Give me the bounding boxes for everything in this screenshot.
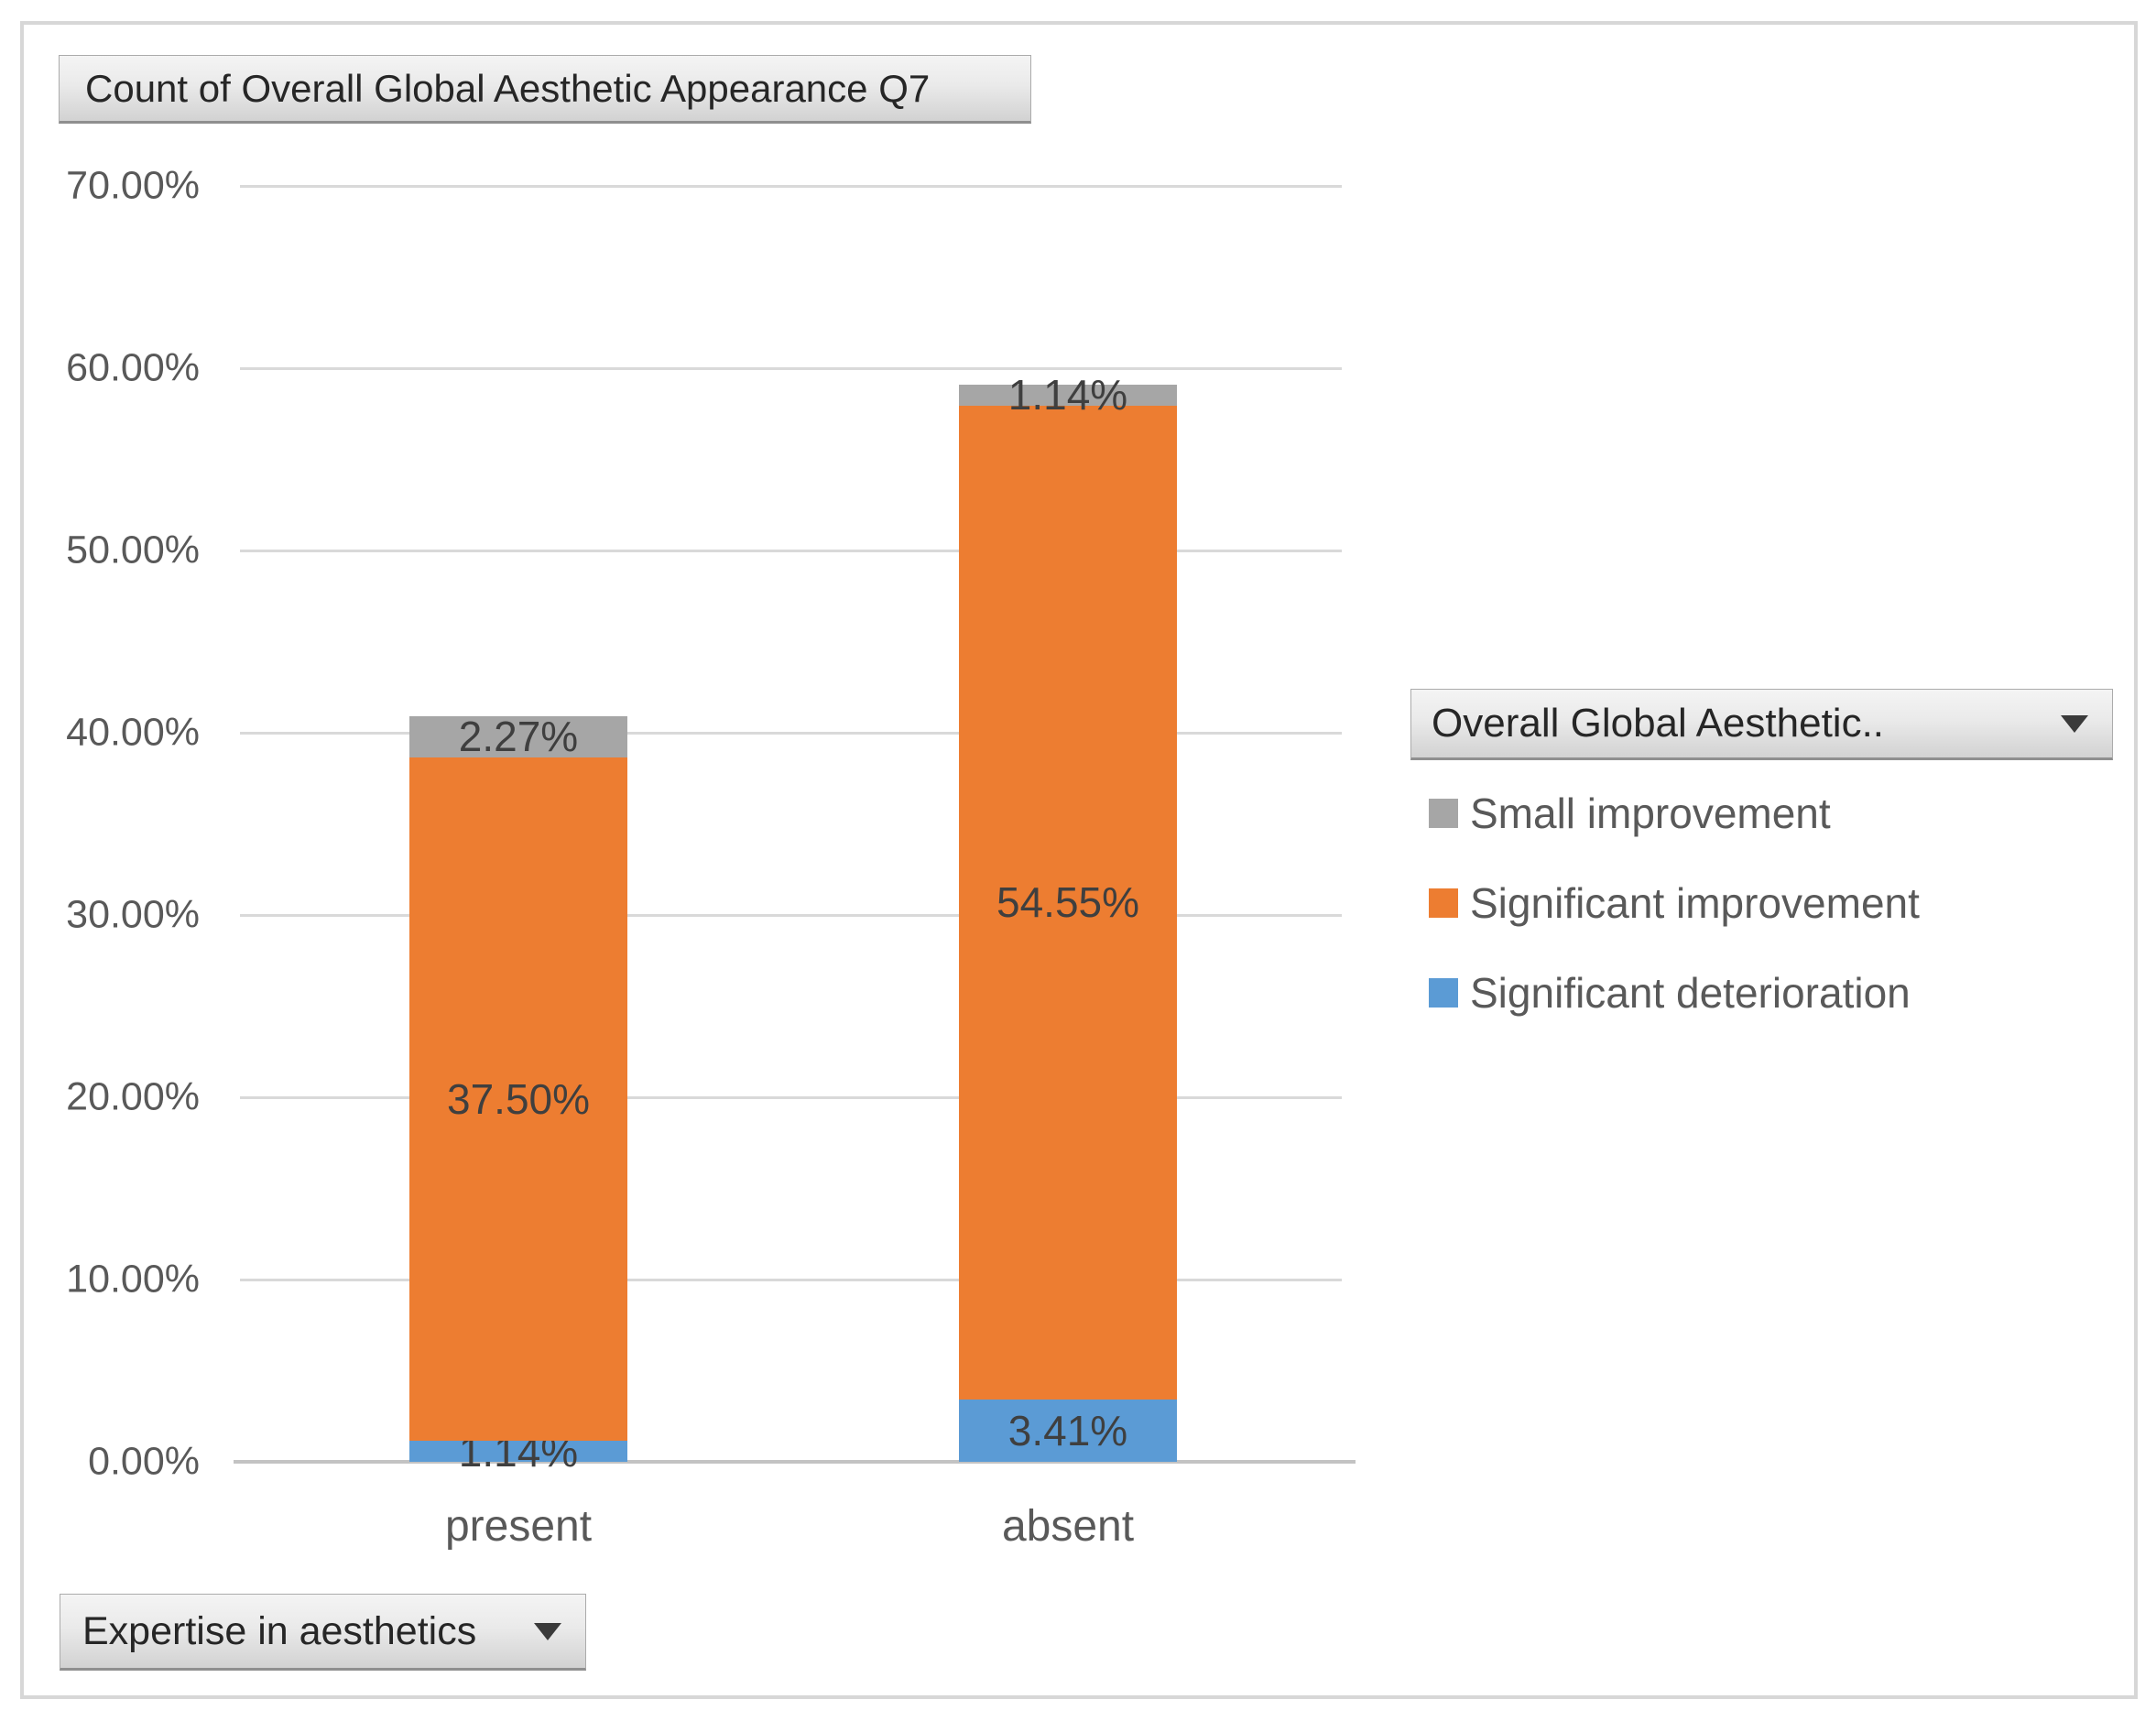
bar-segment-absent: [959, 384, 1177, 406]
legend-swatch: [1429, 799, 1458, 828]
gridline: [240, 366, 1342, 370]
dropdown-arrow-icon: [2061, 714, 2088, 733]
category-label: present: [444, 1502, 593, 1551]
gridline: [240, 1095, 1342, 1099]
bar-data-label: 3.41%: [1007, 1407, 1128, 1455]
legend-item-label: Significant improvement: [1470, 879, 1920, 927]
gridline: [240, 184, 1342, 188]
bar-segment-present: [409, 715, 627, 758]
legend-field-button[interactable]: Overall Global Aesthetic..: [1410, 689, 2113, 760]
bar-segment-present: [409, 757, 627, 1442]
bar-segment-absent: [959, 405, 1177, 1400]
y-axis-tick-label: 60.00%: [66, 345, 200, 390]
pivot-value-field-button[interactable]: Count of Overall Global Aesthetic Appear…: [59, 55, 1031, 124]
axis-field-label: Expertise in aesthetics: [82, 1608, 477, 1653]
axis-field-button[interactable]: Expertise in aesthetics: [60, 1594, 586, 1671]
pivot-value-field-label: Count of Overall Global Aesthetic Appear…: [85, 66, 931, 110]
bar-segment-absent: [959, 1400, 1177, 1462]
x-axis-line: [234, 1460, 1356, 1464]
y-axis-tick-label: 40.00%: [66, 710, 200, 755]
y-axis-tick-label: 10.00%: [66, 1257, 200, 1302]
bar-segment-present: [409, 1441, 627, 1462]
y-axis-tick-label: 30.00%: [66, 892, 200, 937]
dropdown-arrow-icon: [534, 1622, 561, 1640]
legend-field-label: Overall Global Aesthetic..: [1432, 701, 1885, 746]
bar-data-label: 1.14%: [1007, 371, 1128, 419]
bar-data-label: 2.27%: [458, 713, 579, 761]
legend-swatch: [1429, 888, 1458, 918]
legend-item-label: Significant deterioration: [1470, 969, 1911, 1017]
y-axis-tick-label: 50.00%: [66, 528, 200, 572]
y-axis-tick-label: 70.00%: [66, 163, 200, 208]
gridline: [240, 549, 1342, 552]
y-axis-tick-label: 20.00%: [66, 1074, 200, 1119]
legend-swatch: [1429, 978, 1458, 1008]
legend-item-label: Small improvement: [1470, 790, 1831, 837]
gridline: [240, 913, 1342, 917]
gridline: [240, 1278, 1342, 1281]
bar-data-label: 37.50%: [446, 1075, 591, 1124]
category-label: absent: [1001, 1502, 1135, 1551]
bar-data-label: 54.55%: [996, 878, 1140, 927]
y-axis-tick-label: 0.00%: [88, 1439, 200, 1484]
gridline: [240, 731, 1342, 735]
